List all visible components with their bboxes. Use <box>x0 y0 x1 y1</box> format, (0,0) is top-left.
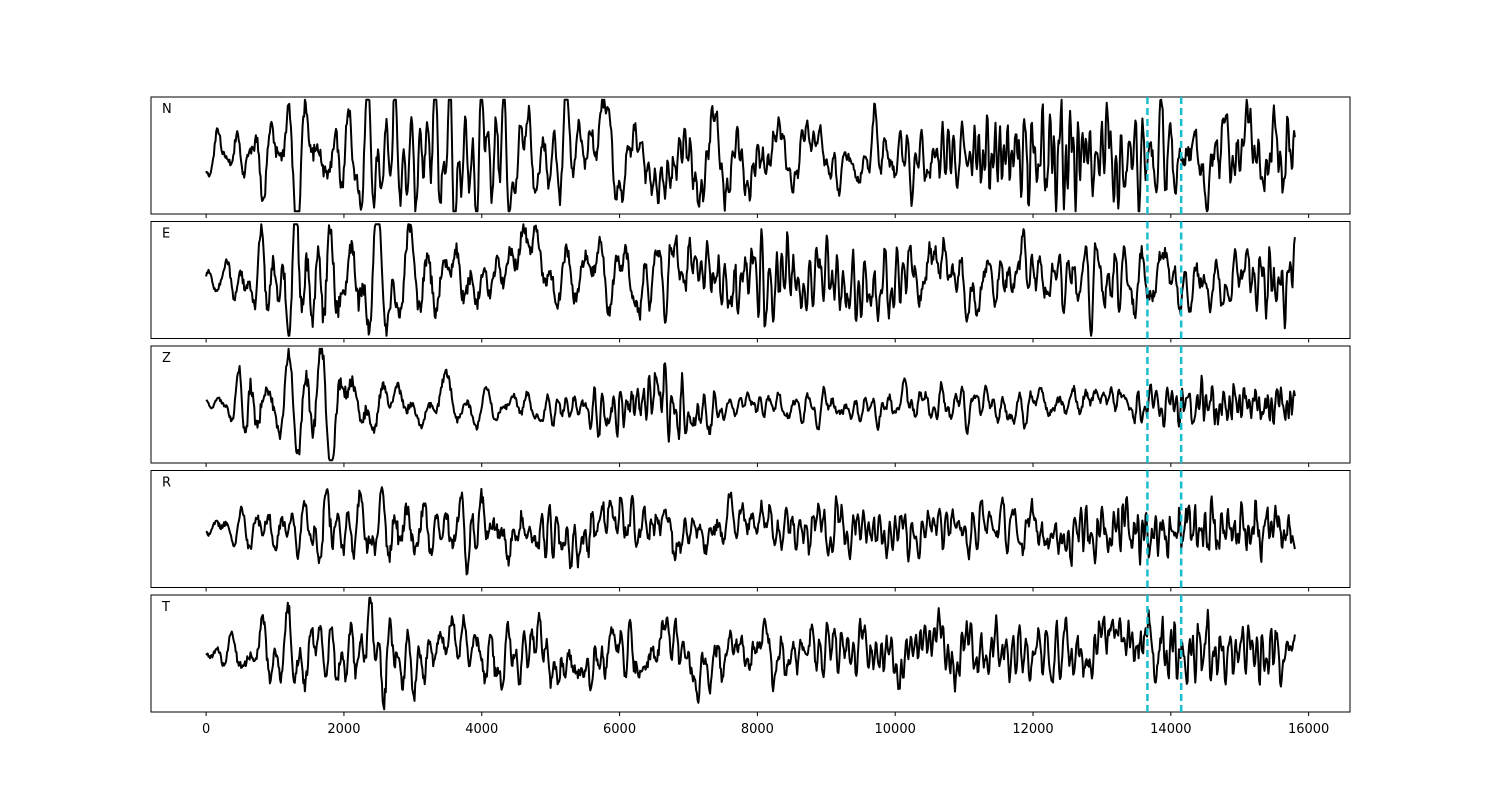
panel-label: R <box>162 476 171 491</box>
waveform-line-n <box>205 98 1296 213</box>
x-tick-label: 6000 <box>603 722 636 737</box>
panel-label: N <box>162 102 172 117</box>
x-axis: 0 2000 4000 6000 8000 10000 12000 14000 16000 <box>202 722 1329 737</box>
waveform-line-r <box>205 486 1296 576</box>
panel-label: T <box>161 600 170 615</box>
waveform-line-e <box>205 223 1296 337</box>
x-tick-label: 2000 <box>327 722 360 737</box>
x-tick-label: 14000 <box>1150 722 1191 737</box>
panel-z: Z <box>150 345 1351 467</box>
x-tick-label: 12000 <box>1012 722 1053 737</box>
panel-frame <box>150 594 1351 713</box>
x-tick-label: 0 <box>202 722 210 737</box>
panel-e: E <box>150 221 1351 343</box>
panel-label: Z <box>162 351 171 366</box>
panel-t: T <box>150 594 1351 716</box>
waveform-line-t <box>205 596 1296 711</box>
x-tick-label: 16000 <box>1288 722 1329 737</box>
panel-label: E <box>162 227 170 242</box>
x-tick-label: 8000 <box>741 722 774 737</box>
panel-n: N <box>150 96 1351 218</box>
panel-r: R <box>150 470 1351 592</box>
panels-group: N E Z R T <box>150 96 1351 716</box>
x-tick-label: 4000 <box>465 722 498 737</box>
x-tick-label: 10000 <box>875 722 916 737</box>
waveform-line-z <box>205 347 1296 462</box>
